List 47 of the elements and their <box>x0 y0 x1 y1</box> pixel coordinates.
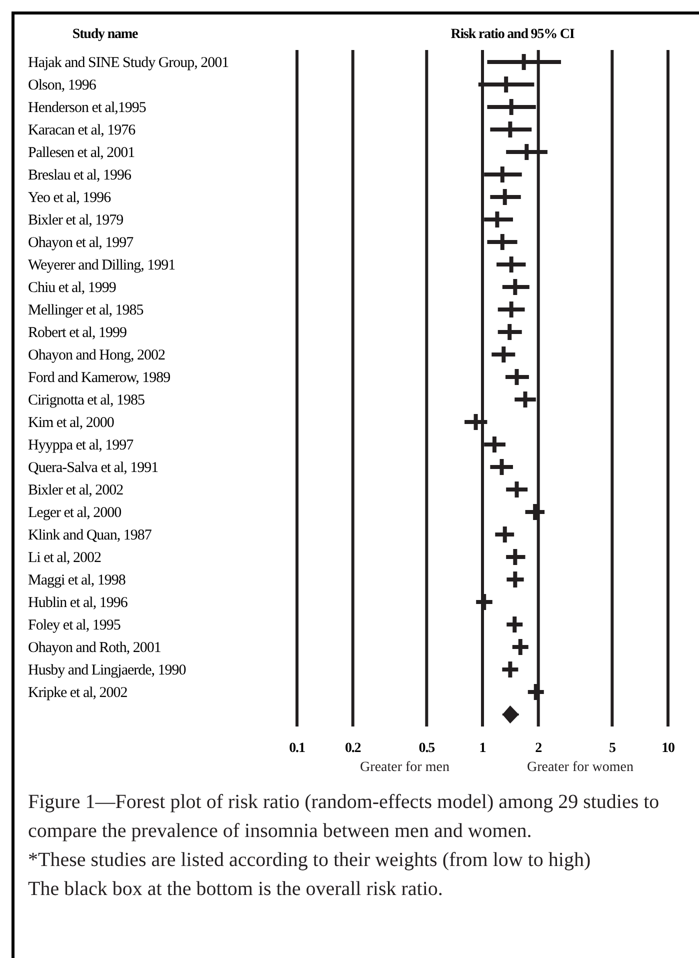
y-tick-label: Breslau et al, 1996 <box>28 168 132 184</box>
x-tick-label: 0.5 <box>418 741 436 756</box>
y-tick-label: Kripke et al, 2002 <box>28 685 128 701</box>
y-tick-label: Mellinger et al, 1985 <box>28 302 144 318</box>
caption: Figure 1—Forest plot of risk ratio (random-effects model) among 29 studies to compare the prevalence of insomnia between men and women. <box>28 791 660 842</box>
y-tick-label: Quera-Salva et al, 1991 <box>28 460 158 476</box>
y-tick-label: Hyyppa et al, 1997 <box>28 438 134 454</box>
y-tick-label: Yeo et al, 1996 <box>28 190 112 206</box>
y-tick-label: Ford and Kamerow, 1989 <box>28 370 170 386</box>
y-tick-label: Li et al, 2002 <box>28 550 101 566</box>
point <box>512 639 528 655</box>
y-tick-label: Robert et al, 1999 <box>28 325 126 341</box>
y-tick-label: Foley et al, 1995 <box>28 618 120 634</box>
y-tick-label: Henderson et al,1995 <box>28 100 146 116</box>
chart-title: Risk ratio and 95% CI <box>450 27 574 42</box>
y-tick-label: Husby and Lingjaerde, 1990 <box>28 662 186 678</box>
y-tick-label: Cirignotta et al, 1985 <box>28 392 144 408</box>
y-tick-label: Weyerer and Dilling, 1991 <box>28 258 176 274</box>
y-tick-label: Bixler et al, 2002 <box>28 482 124 498</box>
text: *These studies are listed according to their weights (from low to high) <box>28 849 591 871</box>
point <box>506 616 523 632</box>
y-tick-label: Pallesen et al, 2001 <box>28 145 135 161</box>
x-tick-label: 10 <box>662 741 675 756</box>
y-tick-label: Kim et al, 2000 <box>28 415 114 431</box>
y-axis-title: Study name <box>72 27 138 42</box>
text: The black box at the bottom is the overall risk ratio. <box>28 878 443 900</box>
y-tick-label: Karacan et al, 1976 <box>28 122 136 138</box>
point <box>502 706 519 724</box>
x-tick-label: 1 <box>479 741 486 756</box>
y-tick-label: Ohayon and Roth, 2001 <box>28 640 161 656</box>
y-tick-label: Olson, 1996 <box>28 78 97 94</box>
x-tick-label: 2 <box>535 741 542 756</box>
y-tick-label: Leger et al, 2000 <box>28 505 122 521</box>
y-tick-label: Chiu et al, 1999 <box>28 280 116 296</box>
y-tick-label: Maggi et al, 1998 <box>28 572 126 588</box>
point <box>502 662 518 678</box>
x-tick-label: 0.1 <box>289 741 306 756</box>
y-tick-label: Bixler et al, 1979 <box>28 212 124 228</box>
y-tick-label: Ohayon et al, 1997 <box>28 235 134 251</box>
y-tick-label: Hajak and SINE Study Group, 2001 <box>28 55 229 71</box>
x-tick-label: 5 <box>608 741 616 756</box>
y-tick-label: Klink and Quan, 1987 <box>28 528 152 544</box>
y-tick-label: Hublin et al, 1996 <box>28 595 128 611</box>
text: Greater for men <box>360 760 450 775</box>
text: Greater for women <box>526 760 634 775</box>
x-tick-label: 0.2 <box>344 741 362 756</box>
y-tick-label: Ohayon and Hong, 2002 <box>28 348 165 364</box>
